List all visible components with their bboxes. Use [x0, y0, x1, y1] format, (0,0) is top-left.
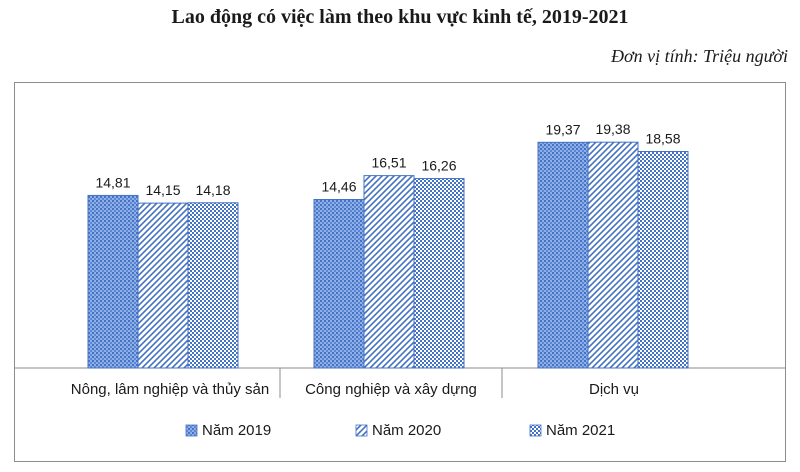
data-label: 14,18 — [195, 182, 230, 198]
data-label: 16,26 — [421, 158, 456, 174]
unit-label: Đơn vị tính: Triệu người — [610, 46, 788, 66]
bar-2-3 — [413, 178, 465, 369]
bar-3-2 — [587, 141, 639, 369]
data-label: 19,37 — [545, 121, 580, 137]
data-label: 16,51 — [371, 155, 406, 171]
category-label: Công nghiệp và xây dựng — [305, 381, 477, 398]
bar-3-1 — [537, 141, 589, 369]
legend-swatch — [355, 424, 368, 437]
bar-2-2 — [363, 175, 415, 369]
bar-1-1 — [87, 194, 139, 369]
bar-2-1 — [313, 199, 365, 369]
data-label: 18,58 — [645, 131, 680, 147]
legend-label: Năm 2020 — [372, 422, 441, 439]
chart-title: Lao động có việc làm theo khu vực kinh t… — [171, 6, 629, 28]
data-label: 14,15 — [145, 182, 180, 198]
bar-1-2 — [137, 202, 189, 369]
data-label: 19,38 — [595, 121, 630, 137]
bar-1-3 — [187, 202, 239, 369]
legend-swatch — [185, 424, 198, 437]
category-label: Nông, lâm nghiệp và thủy sản — [71, 381, 269, 398]
category-label: Dịch vụ — [589, 381, 639, 398]
data-label: 14,46 — [321, 179, 356, 195]
legend-label: Năm 2021 — [546, 422, 615, 439]
data-label: 14,81 — [95, 174, 130, 190]
chart-frame — [14, 82, 786, 462]
bar-3-3 — [637, 151, 689, 369]
legend-label: Năm 2019 — [202, 422, 271, 439]
legend-swatch — [529, 424, 542, 437]
